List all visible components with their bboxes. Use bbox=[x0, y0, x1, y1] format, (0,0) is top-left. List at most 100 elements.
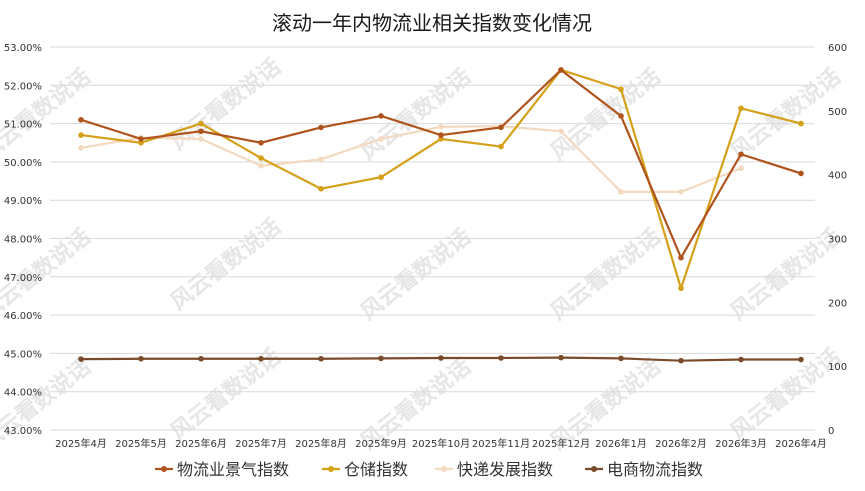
left-tick-label: 53.00% bbox=[4, 43, 42, 54]
legend-label: 快递发展指数 bbox=[457, 460, 553, 479]
left-tick-label: 52.00% bbox=[4, 81, 42, 92]
left-tick-label: 48.00% bbox=[4, 235, 42, 246]
data-point bbox=[378, 355, 384, 362]
data-point bbox=[498, 355, 504, 361]
data-point bbox=[78, 132, 84, 138]
data-point bbox=[438, 123, 444, 130]
data-point bbox=[318, 156, 324, 163]
legend-item: 快递发展指数 bbox=[435, 460, 553, 479]
x-tick-label: 2025年9月 bbox=[355, 437, 407, 450]
series-line bbox=[80, 125, 742, 194]
data-point bbox=[438, 355, 444, 361]
series-layer bbox=[78, 67, 804, 364]
series-4 bbox=[78, 354, 804, 364]
x-axis-ticks: 2025年4月 2025年5月 2025年6月 2025年7月 2025年8月 2025年… bbox=[55, 437, 827, 450]
data-point bbox=[258, 162, 264, 169]
x-tick-label: 2026年3月 bbox=[715, 437, 767, 450]
data-point bbox=[558, 67, 564, 73]
data-point bbox=[138, 355, 144, 362]
data-point bbox=[618, 189, 624, 195]
series-1 bbox=[78, 67, 804, 261]
x-tick-label: 2026年4月 bbox=[775, 437, 827, 450]
data-point bbox=[78, 145, 84, 151]
watermark-text: 风云看数说话 bbox=[546, 64, 666, 166]
legend-swatch-marker bbox=[591, 466, 597, 472]
x-tick-label: 2025年10月 bbox=[412, 437, 470, 450]
data-point bbox=[678, 189, 684, 195]
left-tick-label: 51.00% bbox=[4, 120, 42, 131]
data-point bbox=[738, 105, 744, 112]
legend-item: 物流业景气指数 bbox=[155, 460, 289, 479]
data-point bbox=[558, 354, 564, 361]
data-point bbox=[798, 170, 804, 177]
legend-label: 电商物流指数 bbox=[607, 460, 703, 479]
data-point bbox=[318, 185, 324, 192]
data-point bbox=[798, 356, 804, 363]
right-tick-label: 500 bbox=[828, 107, 847, 118]
left-tick-label: 50.00% bbox=[4, 158, 42, 169]
data-point bbox=[738, 151, 744, 158]
x-tick-label: 2025年6月 bbox=[175, 437, 227, 450]
data-point bbox=[138, 136, 144, 142]
data-point bbox=[438, 136, 444, 142]
data-point bbox=[378, 136, 384, 142]
data-point bbox=[558, 128, 564, 135]
left-tick-label: 47.00% bbox=[4, 273, 42, 284]
data-point bbox=[798, 120, 804, 127]
legend-label: 物流业景气指数 bbox=[177, 460, 289, 479]
data-point bbox=[78, 356, 84, 362]
x-tick-label: 2025年12月 bbox=[532, 437, 590, 450]
data-point bbox=[78, 116, 84, 123]
data-point bbox=[318, 124, 324, 131]
legend-item: 电商物流指数 bbox=[585, 460, 703, 479]
gridlines bbox=[50, 46, 815, 431]
data-point bbox=[498, 124, 504, 131]
data-point bbox=[438, 132, 444, 138]
data-point bbox=[378, 113, 384, 119]
right-tick-label: 0 bbox=[828, 426, 834, 437]
data-point bbox=[198, 120, 204, 127]
data-point bbox=[738, 165, 744, 172]
legend-label: 仓储指数 bbox=[344, 460, 408, 479]
right-tick-label: 200 bbox=[828, 298, 847, 309]
right-tick-label: 100 bbox=[828, 362, 847, 373]
left-tick-label: 49.00% bbox=[4, 196, 42, 207]
right-tick-label: 400 bbox=[828, 171, 847, 182]
left-axis-ticks: 53.00% 52.00% 51.00% 50.00% 49.00% 48.00% 47.0… bbox=[4, 43, 42, 437]
data-point bbox=[678, 285, 684, 292]
legend-swatch-marker bbox=[441, 466, 447, 472]
data-point bbox=[138, 139, 144, 146]
x-tick-label: 2025年7月 bbox=[235, 437, 287, 450]
data-point bbox=[618, 113, 624, 119]
left-tick-label: 43.00% bbox=[4, 426, 42, 437]
legend-swatch-marker bbox=[328, 466, 334, 472]
data-point bbox=[258, 139, 264, 146]
data-point bbox=[258, 355, 264, 362]
left-tick-label: 46.00% bbox=[4, 311, 42, 322]
data-point bbox=[258, 155, 264, 161]
x-tick-label: 2026年1月 bbox=[595, 437, 647, 450]
data-point bbox=[498, 143, 504, 150]
data-point bbox=[378, 174, 384, 181]
x-tick-label: 2025年5月 bbox=[115, 437, 167, 450]
data-point bbox=[198, 355, 204, 362]
right-axis-ticks: 600 500 400 300 200 100 0 bbox=[828, 43, 847, 437]
x-tick-label: 2026年2月 bbox=[655, 437, 707, 450]
chart-title: 滚动一年内物流业相关指数变化情况 bbox=[272, 11, 592, 35]
data-point bbox=[198, 136, 204, 142]
data-point bbox=[618, 86, 624, 92]
data-point bbox=[618, 355, 624, 362]
legend-item: 仓储指数 bbox=[322, 460, 408, 479]
watermark-text: 风云看数说话 bbox=[356, 64, 476, 166]
watermark-text: 风云看数说话 bbox=[166, 214, 286, 316]
legend: 物流业景气指数 仓储指数 快递发展指数 电商物流指数 bbox=[155, 460, 703, 479]
right-tick-label: 600 bbox=[828, 43, 847, 54]
data-point bbox=[678, 254, 684, 261]
legend-swatch-marker bbox=[161, 466, 167, 472]
x-tick-label: 2025年8月 bbox=[295, 437, 347, 450]
data-point bbox=[738, 356, 744, 363]
left-tick-label: 44.00% bbox=[4, 388, 42, 399]
data-point bbox=[198, 128, 204, 135]
